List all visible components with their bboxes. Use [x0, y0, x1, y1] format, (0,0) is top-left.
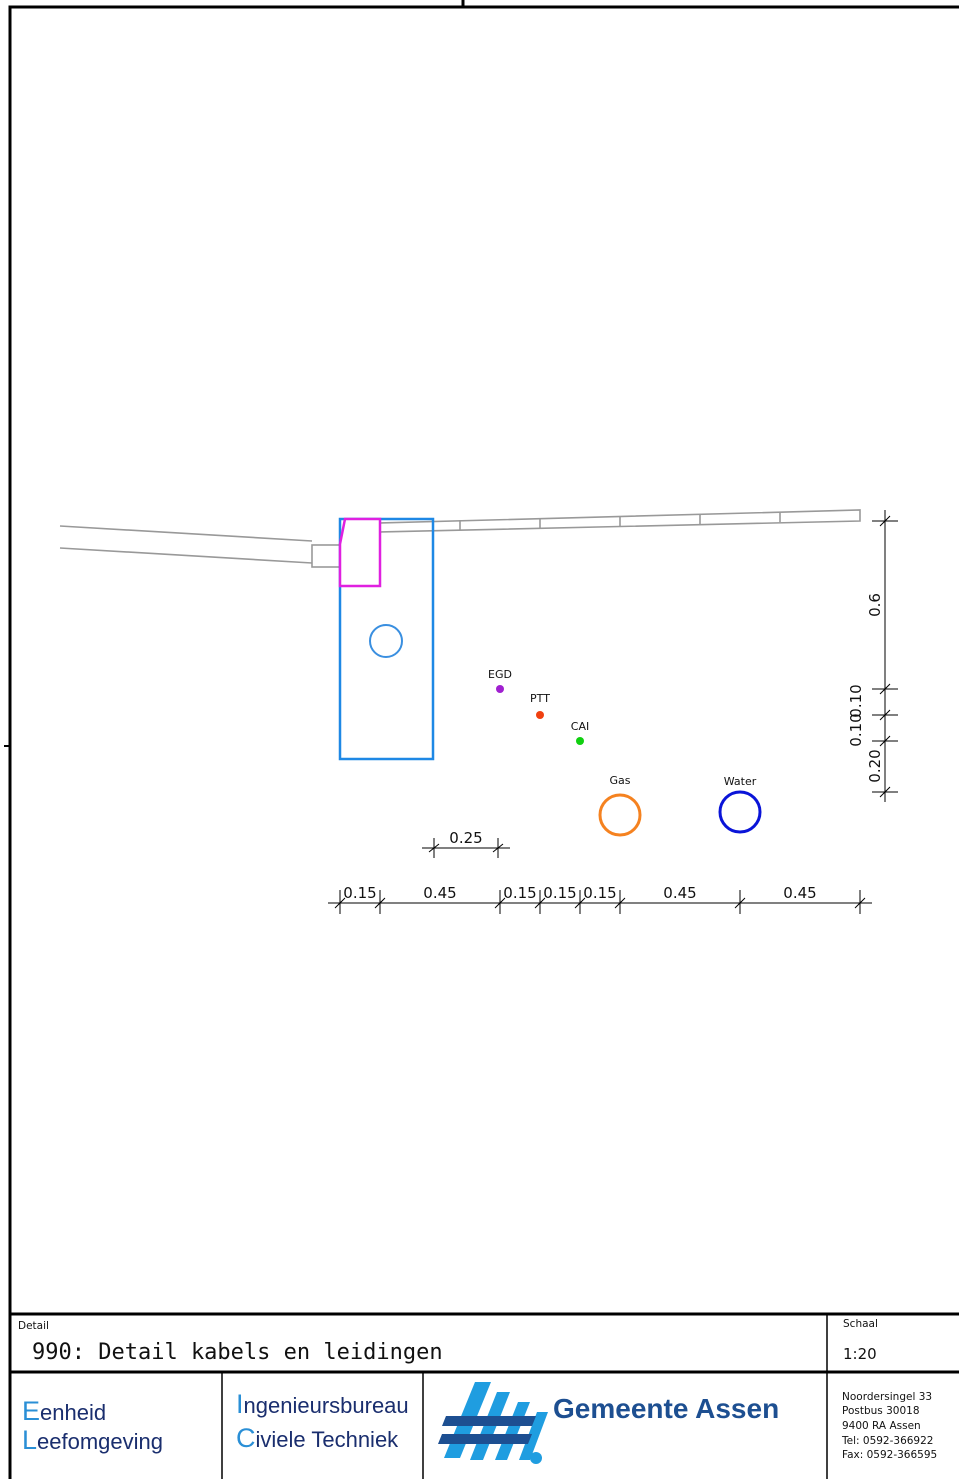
dim-top-label: 0.25 [449, 829, 482, 847]
road-profile [59, 509, 861, 568]
cai-cable [576, 737, 584, 745]
ptt-cable [536, 711, 544, 719]
dimension-bottom [328, 890, 872, 914]
address-line-2: Postbus 30018 [842, 1405, 920, 1417]
dept1-rest1: enheid [40, 1400, 106, 1425]
dept2-cap1: I [236, 1389, 244, 1419]
dim-vert-2: 0.10 [847, 684, 865, 717]
dim-bottom-4: 0.15 [543, 884, 576, 902]
municipality-name: Gemeente Assen [553, 1393, 779, 1424]
dim-bottom-2: 0.45 [423, 884, 456, 902]
address-line-1: Noordersingel 33 [842, 1391, 932, 1403]
sheet-border [8, 5, 959, 1479]
detail-label: Detail [18, 1320, 49, 1332]
dept2-cap2: C [236, 1423, 256, 1453]
address-line-5: Fax: 0592-366595 [842, 1449, 937, 1461]
title-block [10, 1312, 959, 1479]
dim-bottom-5: 0.15 [583, 884, 616, 902]
scale-value: 1:20 [843, 1345, 877, 1363]
address-line-3: 9400 RA Assen [842, 1420, 921, 1432]
drawing-title: 990: Detail kabels en leidingen [32, 1340, 443, 1365]
dept1-cap2: L [22, 1425, 37, 1455]
dept1-rest2: eefomgeving [37, 1429, 163, 1454]
gas-label: Gas [610, 774, 631, 787]
kerb-stone [338, 517, 382, 588]
gas-pipe [598, 793, 642, 837]
trench-outline [338, 517, 435, 761]
gemeente-assen-logo-icon [438, 1382, 548, 1464]
dim-vert-1: 0.6 [866, 593, 884, 617]
dept1-cap1: E [22, 1396, 40, 1426]
dept2-rest1: ngenieursbureau [244, 1393, 409, 1418]
dept2-line2: Civiele Techniek [236, 1423, 399, 1453]
scale-label: Schaal [843, 1318, 878, 1330]
dimension-top [422, 838, 510, 858]
water-pipe [718, 790, 762, 834]
dim-bottom-1: 0.15 [343, 884, 376, 902]
egd-cable [496, 685, 504, 693]
dimension-vertical [872, 510, 898, 802]
dim-bottom-6: 0.45 [663, 884, 696, 902]
dim-vert-3: 0.10 [847, 713, 865, 746]
ptt-label: PTT [530, 692, 550, 705]
dim-bottom-3: 0.15 [503, 884, 536, 902]
dept1-line1: Eenheid [22, 1396, 106, 1426]
drain-pipe [369, 624, 403, 658]
water-label: Water [724, 775, 757, 788]
dept2-line1: Ingenieursbureau [236, 1389, 409, 1419]
dept1-line2: Leefomgeving [22, 1425, 163, 1455]
address-line-4: Tel: 0592-366922 [841, 1435, 933, 1447]
cai-label: CAI [571, 720, 589, 733]
dim-vert-4: 0.20 [866, 749, 884, 782]
egd-label: EGD [488, 668, 512, 681]
dim-bottom-7: 0.45 [783, 884, 816, 902]
dept2-rest2: iviele Techniek [256, 1427, 400, 1452]
